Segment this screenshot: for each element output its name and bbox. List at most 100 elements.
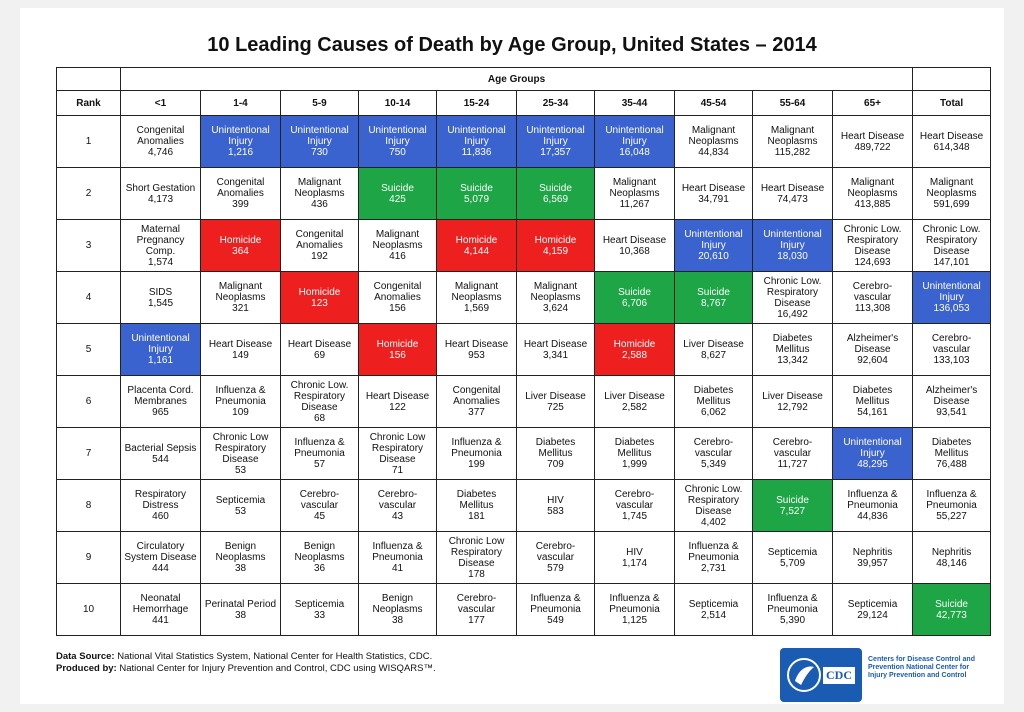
- cause-name: Congenital Anomalies: [373, 281, 422, 303]
- age-column-header: 35-44: [594, 90, 675, 116]
- cause-cell: Short Gestation 4,173: [120, 167, 201, 220]
- death-count: 730: [311, 147, 328, 158]
- cause-cell: Alzheimer's Disease 93,541: [912, 375, 992, 428]
- cause-name: Cerebro-vascular: [614, 489, 655, 511]
- death-count: 48,295: [857, 459, 888, 470]
- rank-cell: 10: [56, 583, 121, 636]
- cause-name: Malignant Neoplasms: [767, 125, 818, 147]
- cause-name: Chronic Low. Respiratory Disease: [684, 483, 743, 517]
- death-count: 13,342: [777, 355, 808, 366]
- death-count: 113,308: [854, 303, 891, 314]
- death-count: 115,282: [774, 147, 811, 158]
- cause-name: Congenital Anomalies: [136, 125, 185, 147]
- death-count: 44,834: [698, 147, 729, 158]
- cause-cell: Homicide 4,144: [436, 219, 517, 272]
- cause-cell: Chronic Low Respiratory Disease 71: [358, 427, 437, 480]
- death-count: 69: [313, 349, 326, 361]
- cause-name: Septicemia: [847, 598, 898, 610]
- table-row: 7 Bacterial Sepsis 544 Chronic Low Respirat…: [56, 427, 992, 480]
- corner-blank-right: [912, 67, 992, 91]
- cause-cell: Congenital Anomalies 4,746: [120, 115, 201, 168]
- death-count: 750: [389, 147, 406, 158]
- cause-cell: Nephritis 48,146: [912, 531, 992, 584]
- cause-name: Respiratory Distress: [134, 489, 187, 511]
- death-count: 4,144: [463, 245, 490, 257]
- cause-cell: HIV 583: [516, 479, 595, 532]
- death-count: 1,574: [147, 256, 174, 268]
- death-count: 953: [468, 349, 485, 361]
- cause-cell: Diabetes Mellitus 76,488: [912, 427, 992, 480]
- table-row: 3 Maternal Pregnancy Comp. 1,574 Homicide 36…: [56, 219, 992, 272]
- cause-name: Chronic Low Respiratory Disease: [448, 535, 505, 569]
- cause-name: Heart Disease: [208, 338, 273, 350]
- death-count: 57: [313, 459, 326, 470]
- death-count: 10,368: [619, 245, 650, 257]
- cause-name: Suicide: [460, 182, 493, 194]
- age-column-header: 1-4: [200, 90, 281, 116]
- cdc-mark: CDC: [823, 666, 855, 684]
- cause-cell: Benign Neoplasms 38: [358, 583, 437, 636]
- data-source-label: Data Source:: [56, 651, 115, 662]
- data-source-text: National Vital Statistics System, Nation…: [117, 651, 433, 662]
- death-count: 1,125: [621, 615, 648, 626]
- death-count: 5,079: [463, 193, 490, 205]
- cause-name: Malignant Neoplasms: [215, 281, 266, 303]
- rank-cell: 8: [56, 479, 121, 532]
- cause-cell: Benign Neoplasms 38: [200, 531, 281, 584]
- cause-cell: Congenital Anomalies 156: [358, 271, 437, 324]
- cause-cell: Unintentional Injury 1,161: [120, 323, 201, 376]
- death-count: 4,402: [700, 516, 727, 528]
- cause-name: Circulatory System Disease: [124, 541, 197, 563]
- death-count: 591,699: [933, 199, 970, 210]
- death-count: 436: [311, 199, 328, 210]
- cause-name: Unintentional Injury: [290, 125, 349, 147]
- death-count: 364: [232, 245, 249, 257]
- age-column-header: 15-24: [436, 90, 517, 116]
- cause-cell: Homicide 123: [280, 271, 359, 324]
- death-count: 199: [468, 459, 485, 470]
- table-row: 5 Unintentional Injury 1,161 Heart Disease 1…: [56, 323, 992, 376]
- death-count: 48,146: [936, 557, 967, 569]
- cause-name: Suicide: [381, 182, 414, 194]
- cause-cell: Heart Disease 149: [200, 323, 281, 376]
- cause-name: Influenza & Pneumonia: [926, 489, 977, 511]
- death-count: 4,173: [147, 193, 174, 205]
- cause-cell: Influenza & Pneumonia 2,731: [674, 531, 753, 584]
- death-count: 53: [234, 505, 247, 517]
- death-count: 413,885: [854, 199, 891, 210]
- cause-name: Liver Disease: [525, 390, 586, 402]
- death-count: 3,341: [542, 349, 569, 361]
- cause-cell: Heart Disease 10,368: [594, 219, 675, 272]
- cause-cell: Diabetes Mellitus 709: [516, 427, 595, 480]
- cause-name: Neonatal Hemorrhage: [132, 593, 189, 615]
- death-count: 4,159: [542, 245, 569, 257]
- cause-cell: Malignant Neoplasms 321: [200, 271, 281, 324]
- cause-name: Heart Disease: [444, 338, 509, 350]
- cause-cell: Influenza & Pneumonia 41: [358, 531, 437, 584]
- rank-cell: 4: [56, 271, 121, 324]
- cause-cell: Septicemia 5,709: [752, 531, 833, 584]
- age-groups-header: Age Groups: [119, 67, 914, 91]
- age-column-header: 45-54: [674, 90, 753, 116]
- cause-cell: Homicide 2,588: [594, 323, 675, 376]
- death-count: 6,569: [542, 193, 569, 205]
- cause-cell: Malignant Neoplasms 416: [358, 219, 437, 272]
- cause-cell: Cerebro-vascular 177: [436, 583, 517, 636]
- death-count: 44,836: [857, 511, 888, 522]
- cause-cell: Liver Disease 8,627: [674, 323, 753, 376]
- death-count: 3,624: [542, 303, 569, 314]
- cause-name: Diabetes Mellitus: [693, 385, 734, 407]
- cause-name: Congenital Anomalies: [216, 177, 265, 199]
- cause-cell: Malignant Neoplasms 115,282: [752, 115, 833, 168]
- cause-name: Nephritis: [852, 546, 893, 558]
- cause-cell: Septicemia 53: [200, 479, 281, 532]
- cause-name: Cerebro-vascular: [693, 437, 734, 459]
- rank-cell: 2: [56, 167, 121, 220]
- cause-name: Cerebro-vascular: [535, 541, 576, 563]
- death-count: 4,746: [147, 147, 174, 158]
- death-count: 1,999: [621, 459, 648, 470]
- death-count: 2,582: [621, 401, 648, 413]
- death-count: 42,773: [936, 609, 967, 621]
- cause-name: Influenza & Pneumonia: [372, 541, 423, 563]
- cause-cell: Homicide 4,159: [516, 219, 595, 272]
